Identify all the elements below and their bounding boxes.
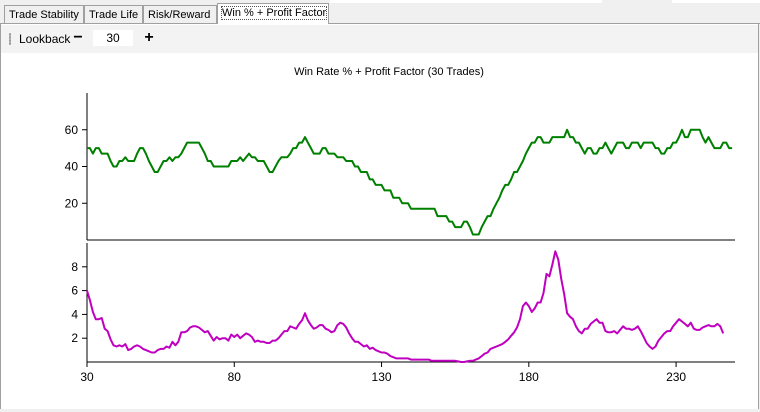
tab-strip-highlight (330, 0, 602, 3)
chart-title: Win Rate % + Profit Factor (30 Trades) (294, 66, 484, 78)
win-rate-line (87, 128, 733, 236)
x-tick-label: 80 (228, 370, 242, 384)
tab-trade-stability[interactable]: Trade Stability (4, 5, 84, 23)
y-tick-label: 60 (65, 123, 79, 137)
lookback-input[interactable] (93, 30, 133, 46)
lookback-decrease-button[interactable]: − (73, 29, 83, 46)
y-tick-label: 6 (71, 284, 78, 298)
tab-strip-highlight-right (672, 0, 760, 3)
tab-win-profit-factor[interactable]: Win % + Profit Factor (217, 3, 329, 24)
tab-label: Win % + Profit Factor (220, 6, 328, 20)
x-tick-label: 30 (80, 370, 94, 384)
x-tick-label: 130 (372, 370, 392, 384)
tab-label: Risk/Reward (148, 9, 211, 21)
tab-label: Trade Life (89, 9, 139, 21)
y-tick-label: 20 (65, 196, 79, 210)
tab-risk-reward[interactable]: Risk/Reward (143, 5, 217, 23)
y-tick-label: 40 (65, 160, 79, 174)
tab-trade-life[interactable]: Trade Life (84, 5, 143, 23)
toolbar: Lookback − + (1, 25, 758, 53)
chart-area: Win Rate % + Profit Factor (30 Trades) 2… (1, 53, 758, 409)
x-tick-label: 180 (519, 370, 539, 384)
y-tick-label: 2 (71, 331, 78, 345)
lookback-label: Lookback (19, 32, 71, 46)
tab-label: Trade Stability (9, 9, 79, 21)
y-tick-label: 4 (71, 307, 78, 321)
toolbar-grip-icon[interactable] (9, 33, 11, 45)
y-tick-label: 8 (71, 260, 78, 274)
profit-factor-line (86, 250, 725, 363)
lookback-increase-button[interactable]: + (144, 29, 154, 46)
tab-divider (0, 23, 760, 24)
win-rate-profit-factor-chart: Win Rate % + Profit Factor (30 Trades) 2… (65, 66, 735, 384)
tab-strip: Trade Stability Trade Life Risk/Reward W… (0, 0, 760, 24)
x-tick-label: 230 (666, 370, 686, 384)
